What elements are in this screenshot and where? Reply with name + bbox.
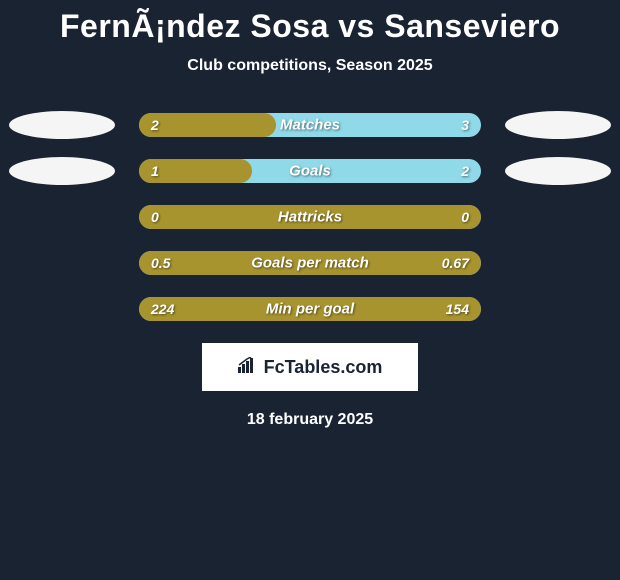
page-title: FernÃ¡ndez Sosa vs Sanseviero bbox=[0, 8, 620, 45]
stat-label: Goals per match bbox=[251, 255, 369, 272]
stat-value-left: 224 bbox=[151, 301, 174, 317]
stat-value-right: 2 bbox=[461, 163, 469, 179]
comparison-container: FernÃ¡ndez Sosa vs Sanseviero Club compe… bbox=[0, 0, 620, 429]
stat-rows: 2 Matches 3 1 Goals 2 0 Hattricks 0 0.5 Goals per … bbox=[0, 113, 620, 321]
stat-value-left: 2 bbox=[151, 117, 159, 133]
stat-bar: 0.5 Goals per match 0.67 bbox=[139, 251, 481, 275]
logo-box: FcTables.com bbox=[202, 343, 418, 391]
stat-value-left: 0.5 bbox=[151, 255, 170, 271]
stat-label: Min per goal bbox=[266, 301, 354, 318]
stat-bar: 0 Hattricks 0 bbox=[139, 205, 481, 229]
player-ellipse-left bbox=[9, 111, 115, 139]
stat-value-right: 154 bbox=[446, 301, 469, 317]
logo-text: FcTables.com bbox=[264, 357, 383, 378]
stat-row: 1 Goals 2 bbox=[0, 159, 620, 183]
stat-row: 0 Hattricks 0 bbox=[0, 205, 620, 229]
stat-value-right: 0 bbox=[461, 209, 469, 225]
stat-label: Goals bbox=[289, 163, 331, 180]
logo: FcTables.com bbox=[238, 357, 383, 378]
stat-value-left: 1 bbox=[151, 163, 159, 179]
stat-bar: 1 Goals 2 bbox=[139, 159, 481, 183]
stat-value-right: 0.67 bbox=[442, 255, 469, 271]
stat-value-left: 0 bbox=[151, 209, 159, 225]
stat-label: Matches bbox=[280, 117, 340, 134]
player-ellipse-right bbox=[505, 111, 611, 139]
stat-bar: 2 Matches 3 bbox=[139, 113, 481, 137]
player-ellipse-left bbox=[9, 157, 115, 185]
stat-row: 2 Matches 3 bbox=[0, 113, 620, 137]
player-ellipse-right bbox=[505, 157, 611, 185]
stat-row: 0.5 Goals per match 0.67 bbox=[0, 251, 620, 275]
stat-bar: 224 Min per goal 154 bbox=[139, 297, 481, 321]
page-subtitle: Club competitions, Season 2025 bbox=[0, 57, 620, 75]
chart-icon bbox=[238, 357, 258, 378]
stat-bar-left-fill bbox=[139, 113, 276, 137]
stat-row: 224 Min per goal 154 bbox=[0, 297, 620, 321]
stat-value-right: 3 bbox=[461, 117, 469, 133]
stat-label: Hattricks bbox=[278, 209, 342, 226]
date-label: 18 february 2025 bbox=[0, 411, 620, 429]
